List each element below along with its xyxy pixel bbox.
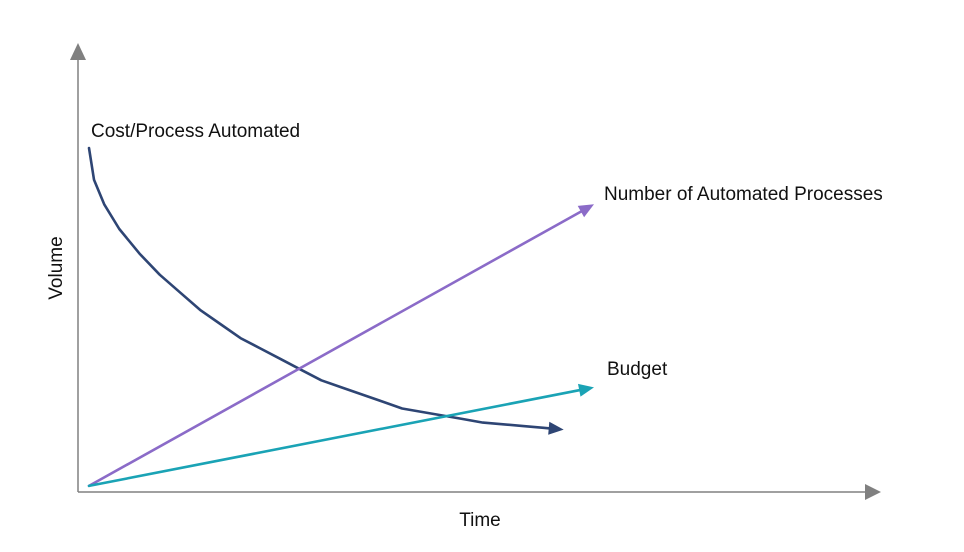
series-budget-line bbox=[87, 388, 581, 488]
x-axis-arrow-icon bbox=[865, 484, 881, 500]
x-axis-label: Time bbox=[459, 510, 501, 531]
series-label-cost-process: Cost/Process Automated bbox=[91, 121, 300, 142]
series-number-of-processes-line bbox=[87, 210, 583, 488]
series-cost-process-line bbox=[87, 146, 551, 430]
cost-process-arrow-icon bbox=[548, 421, 564, 435]
series-label-number-of-processes: Number of Automated Processes bbox=[604, 184, 883, 205]
budget-arrow-icon bbox=[578, 383, 594, 397]
number-of-processes-arrow-icon bbox=[577, 204, 594, 218]
series-label-budget: Budget bbox=[607, 359, 668, 380]
y-axis-arrow-icon bbox=[70, 43, 86, 60]
series-layer bbox=[87, 146, 594, 488]
y-axis-label: Volume bbox=[46, 236, 67, 299]
